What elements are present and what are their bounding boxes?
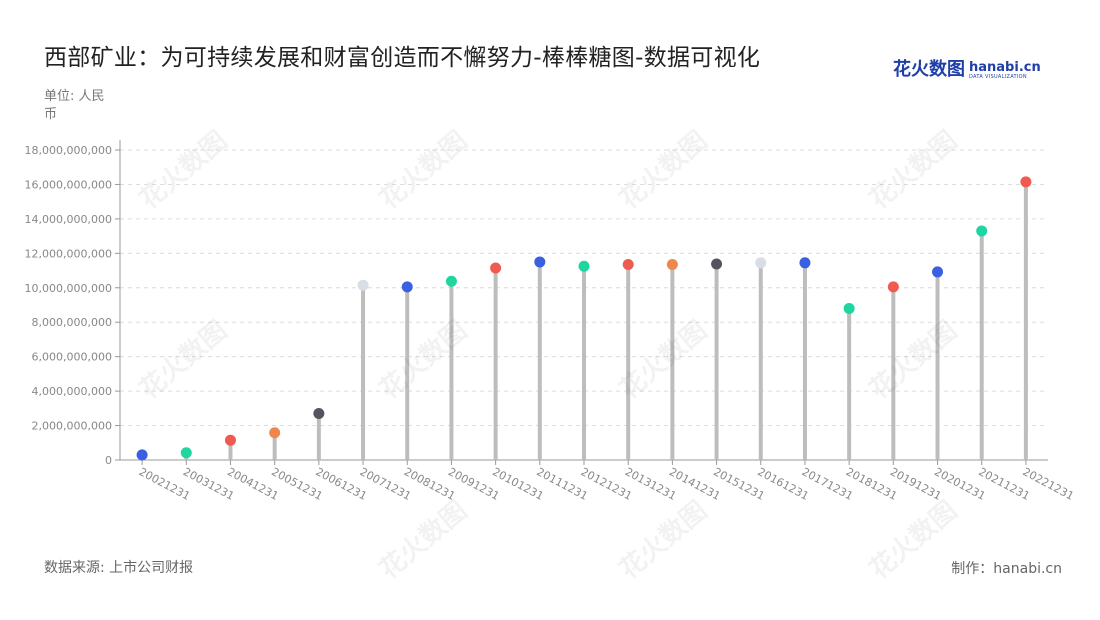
brand-logo-en-subtitle: DATA VISUALIZATION <box>969 74 1027 80</box>
unit-label: 单位: 人民币 <box>44 89 105 122</box>
y-tick-label: 8,000,000,000 <box>32 316 112 329</box>
lollipop-dot <box>799 257 811 269</box>
y-axis-ticks: 0 2,000,000,000 4,000,000,000 6,000,000,000… <box>25 144 120 467</box>
x-axis-ticks: 2002123120031231200412312005123120061231… <box>137 460 1076 503</box>
lollipop-dot <box>180 447 192 459</box>
lollipop-dot <box>932 266 944 278</box>
lollipop-dot <box>224 434 236 446</box>
brand-logo-en: hanabi.cn DATA VISUALIZATION <box>969 61 1041 80</box>
y-tick-label: 4,000,000,000 <box>32 385 112 398</box>
lollipop-dot <box>445 275 457 287</box>
y-tick-label: 10,000,000,000 <box>25 282 112 295</box>
lollipop-dot <box>1020 176 1032 188</box>
lollipop-dot <box>490 262 502 274</box>
lollipop-dots <box>136 176 1032 461</box>
brand-logo: 花火数图 hanabi.cn DATA VISUALIZATION <box>893 60 1041 80</box>
y-tick-label: 18,000,000,000 <box>25 144 112 157</box>
lollipop-dot <box>843 302 855 314</box>
brand-logo-cn: 花火数图 <box>893 59 965 80</box>
lollipop-dot <box>887 281 899 293</box>
y-tick-label: 2,000,000,000 <box>32 420 112 433</box>
lollipop-dot <box>269 427 281 439</box>
lollipop-dot <box>357 279 369 291</box>
lollipop-dot <box>711 258 723 270</box>
lollipop-dot <box>401 281 413 293</box>
lollipop-dot <box>534 256 546 268</box>
lollipop-dot <box>976 225 988 237</box>
source-label: 数据来源: 上市公司财报 <box>44 560 194 576</box>
x-tick-label: 20221231 <box>1020 465 1076 503</box>
y-tick-label: 12,000,000,000 <box>25 247 112 260</box>
chart-title: 西部矿业：为可持续发展和财富创造而不懈努力-棒棒糖图-数据可视化 <box>44 45 761 71</box>
lollipop-dot <box>622 259 634 271</box>
y-tick-label: 16,000,000,000 <box>25 178 112 191</box>
y-tick-label: 14,000,000,000 <box>25 213 112 226</box>
lollipop-stems <box>140 181 1028 460</box>
brand-logo-en-text: hanabi.cn <box>969 60 1041 75</box>
credit-label: 制作：hanabi.cn <box>951 561 1062 577</box>
lollipop-dot <box>136 449 148 461</box>
lollipop-dot <box>666 259 678 271</box>
lollipop-dot <box>578 260 590 272</box>
lollipop-dot <box>313 408 325 419</box>
y-tick-label: 6,000,000,000 <box>32 351 112 364</box>
lollipop-dot <box>755 257 767 269</box>
y-tick-label: 0 <box>105 454 112 467</box>
